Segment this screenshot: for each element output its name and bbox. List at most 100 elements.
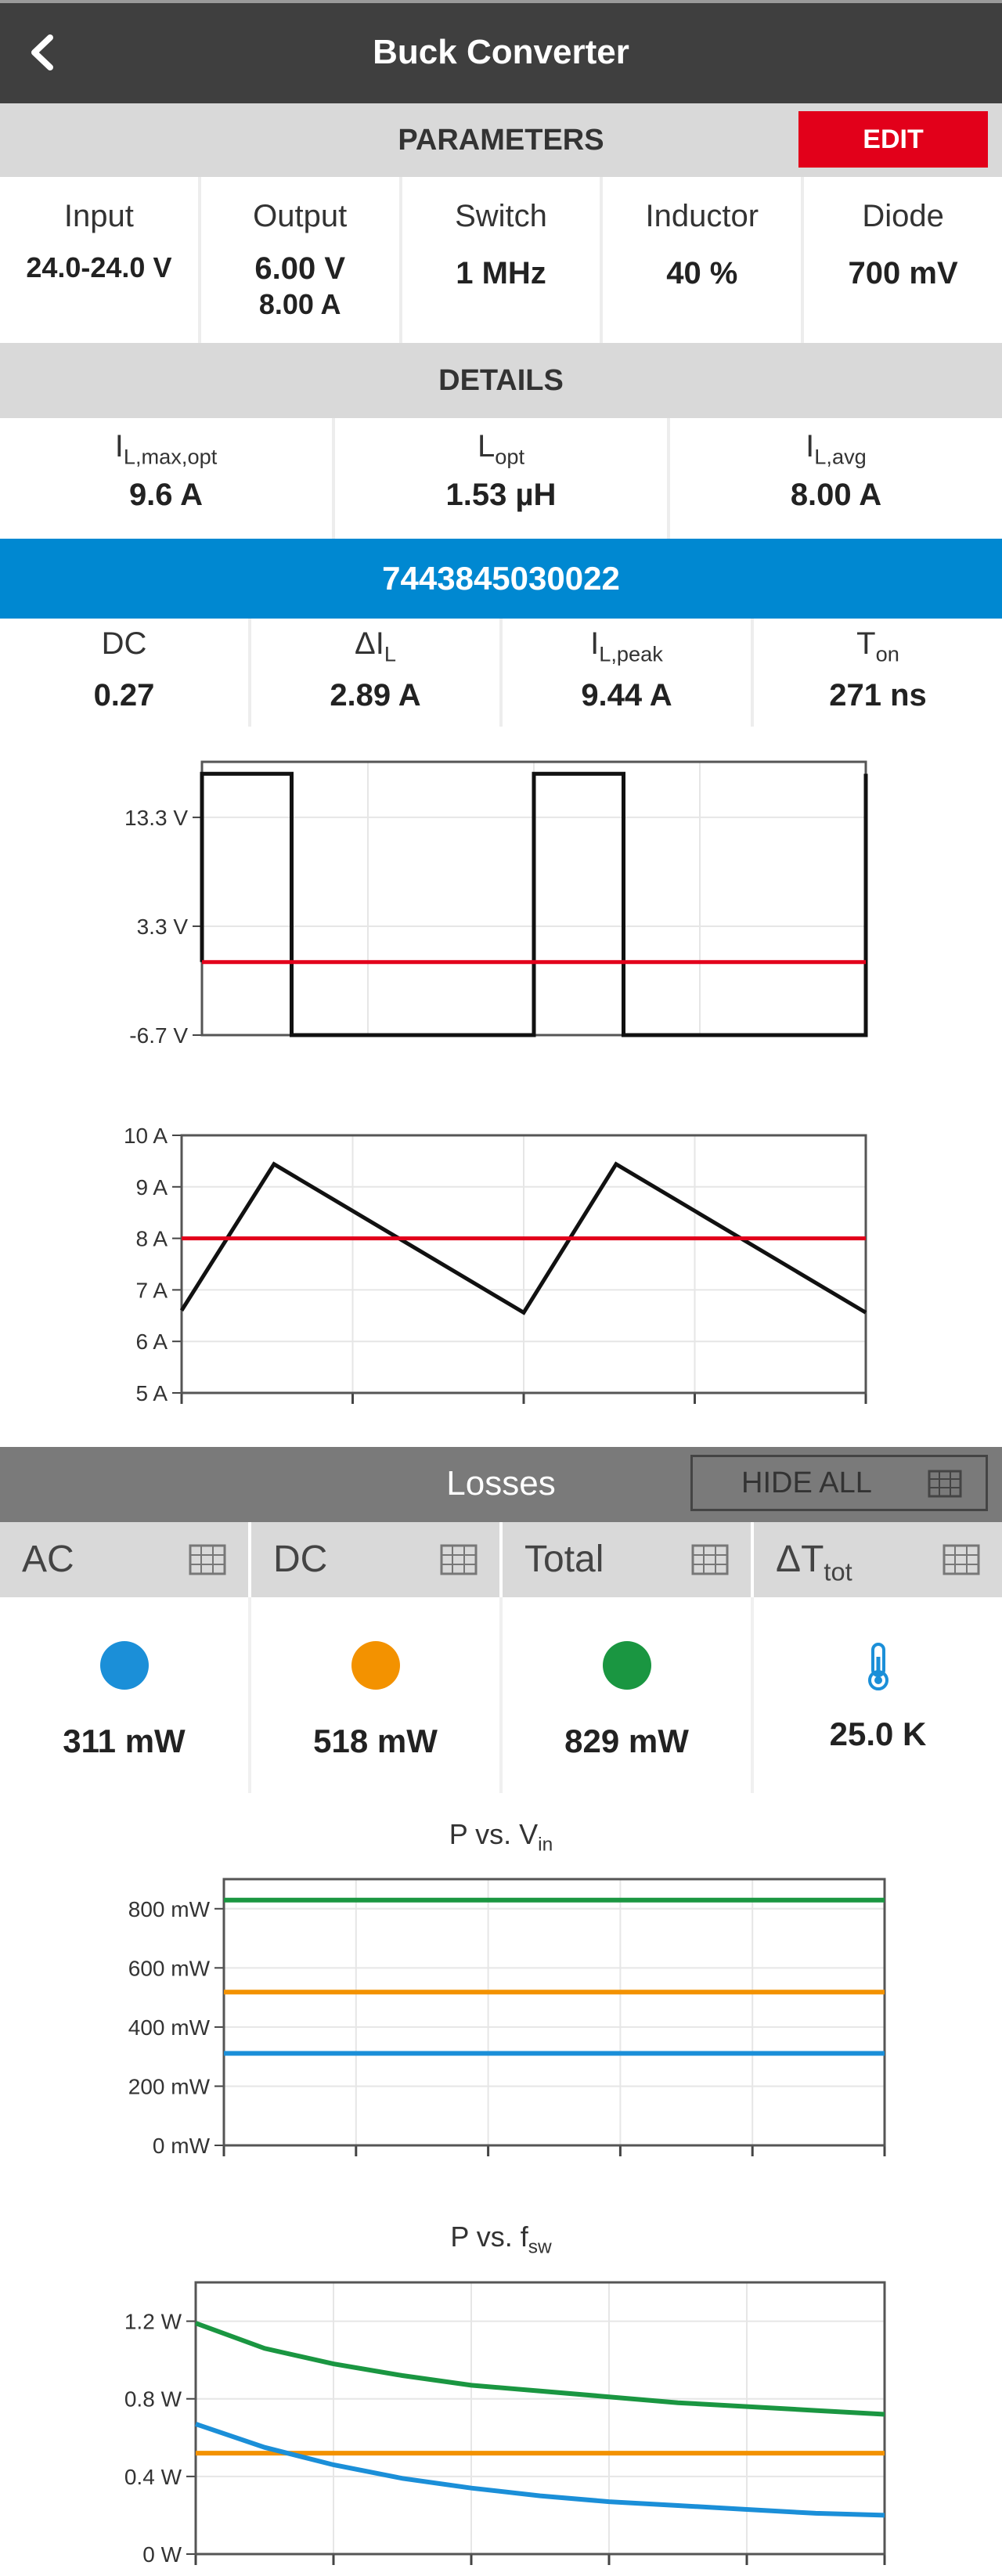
details-row: IL,max,opt 9.6 A Lopt 1.53 µH IL,avg 8.0… [0,418,1002,539]
chart-title-sub: in [538,1834,553,1856]
table-icon [943,1544,980,1575]
comp-label: ΔIL [251,626,499,667]
table-icon [691,1544,729,1575]
losses-tabs: AC DC Total ΔTtot [0,1522,1002,1597]
y-tick-label: 1.2 W [124,2310,182,2334]
parameters-heading: PARAMETERS [398,124,604,157]
tab-total[interactable]: Total [503,1522,754,1597]
detail-label-main: I [806,429,815,464]
tab-dc[interactable]: DC [251,1522,503,1597]
detail-label-sub: opt [495,444,525,469]
chart-title-sub: sw [528,2236,552,2258]
comp-value: 271 ns [829,677,927,713]
chart-title-main: P vs. V [449,1818,539,1850]
p-vs-vin-chart: 800 mW 600 mW 400 mW 200 mW 0 mW [128,1878,886,2158]
parameters-band: PARAMETERS EDIT [0,103,1002,177]
back-button[interactable] [19,25,66,80]
param-label: Inductor [645,199,759,233]
comp-label-sub: on [875,641,899,666]
y-tick-label: 3.3 V [137,915,189,939]
y-tick-label: 13.3 V [124,806,188,830]
comp-label-main: ΔI [355,626,384,661]
detail-il-avg: IL,avg 8.00 A [670,418,1002,539]
y-tick-label: 8 A [136,1227,168,1251]
app-header: Buck Converter [0,0,1002,103]
edit-button[interactable]: EDIT [798,111,988,168]
summary-delta-t: 25.0 K [754,1597,1002,1793]
comp-t-on: Ton 271 ns [754,619,1002,727]
comp-label-main: I [590,626,600,661]
plot-frame [180,1134,867,1394]
table-icon [189,1544,226,1575]
voltage-waveform-chart: 13.3 V 3.3 V -6.7 V [124,760,868,1048]
tab-label: AC [22,1539,74,1580]
comp-label-main: DC [101,626,147,661]
thermometer-icon [867,1643,888,1690]
chart-title-p-vs-fsw: P vs. fsw [0,2221,1002,2259]
detail-label-sub: L,avg [814,444,867,469]
param-value-secondary: 8.00 A [258,288,341,320]
losses-band: Losses HIDE ALL [0,1447,1002,1522]
detail-value: 1.53 µH [445,477,557,512]
series-line-0 [179,1161,867,1315]
comp-label: IL,peak [503,626,751,667]
loss-summary: 311 mW 518 mW 829 mW 25.0 K [0,1597,1002,1793]
tab-ac[interactable]: AC [0,1522,251,1597]
param-value: 6.00 V [254,251,346,286]
param-label: Output [253,199,348,233]
y-tick-label: 10 A [124,1124,168,1148]
y-tick-label: 800 mW [128,1897,211,1921]
comp-value: 9.44 A [581,677,672,713]
y-tick-label: 6 A [136,1329,168,1354]
comp-dc: DC 0.27 [0,619,251,727]
y-tick-label: 0.8 W [124,2387,182,2412]
summary-value: 829 mW [564,1723,689,1759]
comp-il-peak: IL,peak 9.44 A [503,619,754,727]
p-vs-fsw-chart: 1.2 W 0.8 W 0.4 W 0 W [124,2281,886,2567]
summary-value: 518 mW [313,1723,438,1759]
comp-label: DC [0,626,248,667]
param-label: Switch [455,199,547,233]
y-tick-label: 9 A [136,1175,168,1200]
y-tick-label: 200 mW [128,2074,211,2098]
param-value: 24.0-24.0 V [26,251,172,283]
part-number-bar[interactable]: 7443845030022 [0,539,1002,619]
detail-label: IL,max,opt [0,429,332,470]
comp-delta-il: ΔIL 2.89 A [251,619,503,727]
y-tick-label: -6.7 V [129,1023,188,1048]
component-row: DC 0.27 ΔIL 2.89 A IL,peak 9.44 A Ton 27… [0,619,1002,727]
param-inductor: Inductor 40 % [603,177,805,343]
tab-label: DC [273,1539,328,1580]
summary-value: 25.0 K [829,1716,927,1752]
comp-label-sub: L [384,641,396,666]
tab-delta-t[interactable]: ΔTtot [754,1522,1002,1597]
hide-all-button[interactable]: HIDE ALL [690,1455,988,1511]
param-value: 40 % [666,256,738,290]
details-heading: DETAILS [438,364,564,397]
detail-label-main: I [114,429,124,464]
detail-il-max-opt: IL,max,opt 9.6 A [0,418,335,539]
current-waveform-chart: 10 A 9 A 8 A 7 A 6 A 5 A [124,1124,867,1405]
y-tick-label: 0.4 W [124,2465,182,2489]
chart-title-p-vs-vin: P vs. Vin [0,1818,1002,1856]
series-line-2 [195,2422,885,2518]
chart-title-main: P vs. f [450,2221,528,2253]
series-line-0 [200,771,868,1037]
plot-frame [222,1878,886,2147]
y-tick-label: 600 mW [128,1956,211,1980]
tab-label: Total [524,1539,604,1580]
y-tick-label: 0 mW [153,2134,211,2158]
param-output: Output 6.00 V 8.00 A [200,177,402,343]
orange-dot-icon [351,1641,400,1690]
summary-total: 829 mW [503,1597,754,1793]
details-band: DETAILS [0,343,1002,418]
hide-all-label: HIDE ALL [741,1467,872,1499]
green-dot-icon [602,1641,651,1690]
param-input: Input 24.0-24.0 V [0,177,201,343]
comp-label: Ton [754,626,1002,667]
y-tick-label: 5 A [136,1381,168,1405]
comp-label-sub: L,peak [599,641,663,666]
y-tick-label: 7 A [136,1278,168,1302]
param-value: 1 MHz [456,256,546,290]
detail-label: Lopt [335,429,667,470]
